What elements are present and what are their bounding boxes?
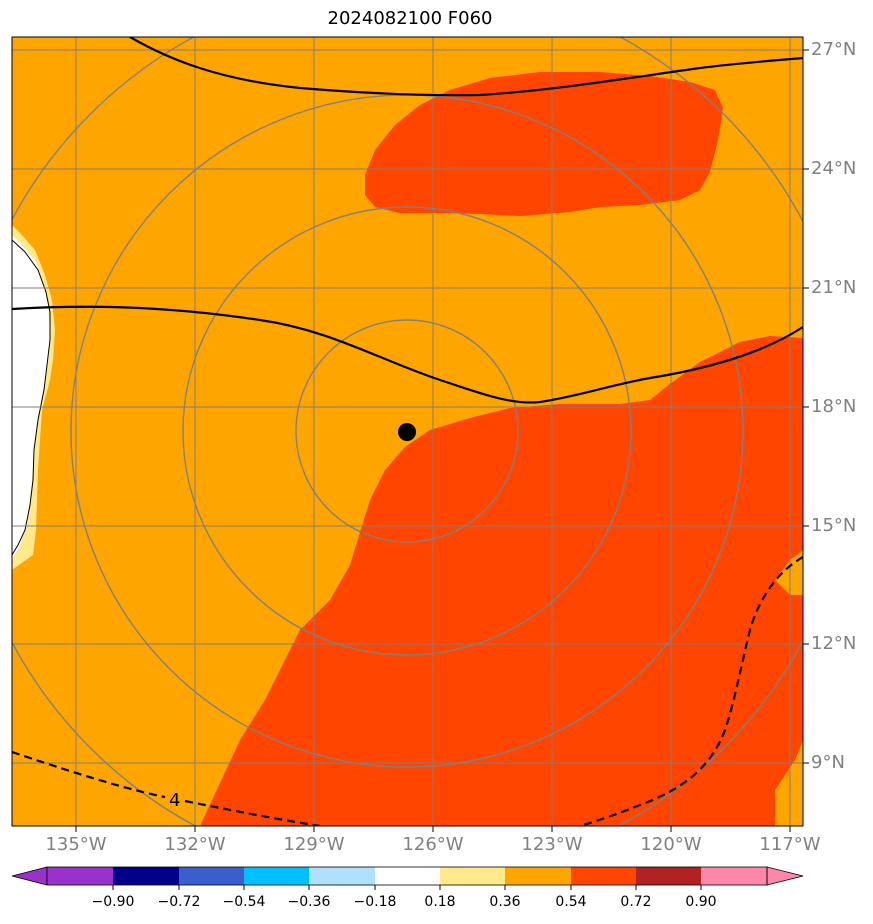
lat-label-27: 27°N bbox=[811, 39, 857, 60]
lat-label-15: 15°N bbox=[811, 515, 857, 536]
north-high-region bbox=[365, 72, 723, 216]
colorbar-extend-left bbox=[11, 866, 48, 886]
contour-north bbox=[129, 37, 803, 97]
contour-middle bbox=[12, 305, 803, 404]
range-ring-1 bbox=[295, 319, 519, 543]
colorbar bbox=[11, 866, 804, 890]
colorbar-bin bbox=[440, 867, 505, 885]
colorbar-tick-label: −0.36 bbox=[287, 894, 331, 910]
lon-label-129: 129°W bbox=[283, 834, 345, 855]
lat-label-9: 9°N bbox=[811, 752, 845, 773]
colorbar-tick-label: 0.72 bbox=[620, 894, 652, 910]
colorbar-bin bbox=[636, 867, 701, 885]
colorbar-tick-label: −0.18 bbox=[353, 894, 397, 910]
lon-label-135: 135°W bbox=[45, 834, 107, 855]
lon-label-120: 120°W bbox=[640, 834, 702, 855]
colorbar-bin bbox=[47, 867, 113, 885]
contour-south-dashed-2 bbox=[184, 799, 321, 826]
colorbar-frame bbox=[46, 866, 768, 886]
colorbar-tick-label: −0.90 bbox=[91, 894, 135, 910]
lon-label-126: 126°W bbox=[402, 834, 464, 855]
colorbar-bin bbox=[701, 867, 767, 885]
colorbar-tick-label: 0.36 bbox=[489, 894, 521, 910]
colorbar-tick-label: −0.54 bbox=[222, 894, 266, 910]
lat-label-18: 18°N bbox=[811, 396, 857, 417]
colorbar-bin bbox=[571, 867, 636, 885]
colorbar-bin bbox=[309, 867, 375, 885]
lat-label-21: 21°N bbox=[811, 277, 857, 298]
colorbar-extend-right bbox=[766, 866, 804, 886]
range-ring-2 bbox=[182, 206, 632, 656]
contour-south-dashed bbox=[12, 750, 166, 799]
colorbar-bin bbox=[375, 867, 440, 885]
colorbar-bin bbox=[179, 867, 244, 885]
colorbar-tick-label: −0.72 bbox=[157, 894, 201, 910]
colorbar-tick-label: 0.54 bbox=[555, 894, 587, 910]
graticule bbox=[12, 37, 803, 826]
lat-label-24: 24°N bbox=[811, 158, 857, 179]
colorbar-bin bbox=[244, 867, 309, 885]
left-white-region bbox=[12, 235, 50, 560]
lon-label-123: 123°W bbox=[521, 834, 583, 855]
colorbar-tick-label: 0.90 bbox=[685, 894, 717, 910]
lat-label-12: 12°N bbox=[811, 633, 857, 654]
lon-label-117: 117°W bbox=[759, 834, 821, 855]
colorbar-bin bbox=[113, 867, 179, 885]
storm-center-marker bbox=[398, 423, 416, 441]
contour-label: 4 bbox=[169, 790, 180, 811]
coastline-line bbox=[12, 239, 51, 556]
map-frame bbox=[11, 36, 804, 827]
south-high-region bbox=[200, 336, 803, 826]
axis-ticks bbox=[75, 49, 809, 832]
contour-east-dashed bbox=[579, 556, 803, 826]
colorbar-tick-label: 0.18 bbox=[424, 894, 456, 910]
lon-label-132: 132°W bbox=[164, 834, 226, 855]
map-title: 2024082100 F060 bbox=[327, 8, 493, 29]
colorbar-bin bbox=[505, 867, 571, 885]
